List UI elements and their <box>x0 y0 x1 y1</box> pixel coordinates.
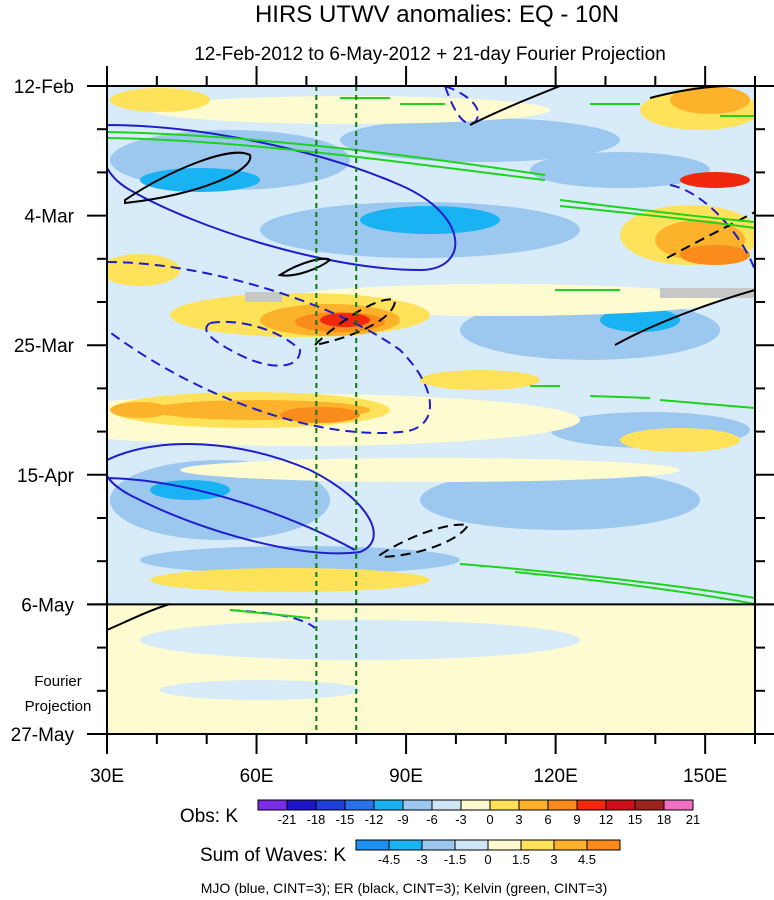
y-tick-label: 15-Apr <box>17 466 75 487</box>
colorbar-level-label: 15 <box>628 812 642 827</box>
colorbar-level-label: -12 <box>365 812 384 827</box>
y-tick-label: 27-May <box>11 725 75 746</box>
x-tick-label: 30E <box>90 766 124 787</box>
x-tick-label: 150E <box>683 766 727 787</box>
colorbar-level-label: -1.5 <box>444 852 466 867</box>
colorbar-level-label: 9 <box>573 812 580 827</box>
colorbar-swatch <box>518 799 549 811</box>
colorbar-swatch <box>634 799 665 811</box>
colorbar-level-label: -15 <box>336 812 355 827</box>
anomaly-field <box>107 86 755 734</box>
colorbar-level-label: 0 <box>486 812 493 827</box>
x-tick-label: 90E <box>389 766 423 787</box>
colorbar-swatch <box>431 799 462 811</box>
wave-legend-note: MJO (blue, CINT=3); ER (black, CINT=3); … <box>201 880 608 896</box>
y-tick-label: 25-Mar <box>14 336 75 357</box>
colorbar-swatch <box>388 839 423 851</box>
chart-subtitle: 12-Feb-2012 to 6-May-2012 + 21-day Fouri… <box>194 44 666 65</box>
colorbar-swatch <box>663 799 694 811</box>
x-tick-label: 60E <box>240 766 274 787</box>
colorbar-level-label: 6 <box>544 812 551 827</box>
reference-lines <box>315 86 358 734</box>
colorbar-swatch <box>355 839 390 851</box>
colorbar-level-label: 0 <box>484 852 491 867</box>
colorbar-swatch <box>286 799 317 811</box>
colorbar-swatch <box>489 799 520 811</box>
y-tick-label: 6-May <box>21 595 74 616</box>
x-axis: 30E 60E 90E 120E 150E <box>90 66 756 787</box>
x-tick-label: 120E <box>533 766 577 787</box>
colorbar-level-label: -3 <box>416 852 428 867</box>
colorbar-level-label: 12 <box>599 812 613 827</box>
colorbar-swatch <box>257 799 288 811</box>
colorbar-level-label: 4.5 <box>578 852 596 867</box>
colorbar-level-label: 3 <box>515 812 522 827</box>
colorbar-swatch <box>520 839 555 851</box>
projection-label-line1: Fourier <box>34 673 82 690</box>
colorbar-level-label: -4.5 <box>378 852 400 867</box>
colorbar-swatch <box>344 799 375 811</box>
colorbar-swatch <box>487 839 522 851</box>
waves-colorbar-label: Sum of Waves: K <box>200 845 346 866</box>
y-tick-label: 4-Mar <box>24 207 74 228</box>
colorbar-level-label: -9 <box>397 812 409 827</box>
projection-label-line2: Projection <box>25 698 92 715</box>
colorbar-swatch <box>576 799 607 811</box>
obs-colorbar-label: Obs: K <box>180 806 238 827</box>
colorbar-swatch <box>547 799 578 811</box>
y-tick-label: 12-Feb <box>14 77 74 98</box>
colorbar-level-label: -18 <box>307 812 326 827</box>
colorbar-swatch <box>373 799 404 811</box>
colorbar-level-label: -3 <box>455 812 467 827</box>
colorbar-swatch <box>402 799 433 811</box>
colorbar-level-label: 21 <box>686 812 700 827</box>
wave-contours <box>107 86 755 631</box>
colorbar-swatch <box>586 839 621 851</box>
colorbar-swatch <box>315 799 346 811</box>
waves-colorbar: -4.5 -3 -1.5 0 1.5 3 4.5 <box>355 839 621 867</box>
colorbar-swatch <box>454 839 489 851</box>
obs-colorbar: -21 -18 -15 -12 -9 -6 -3 0 3 6 9 12 15 18 21 <box>257 799 700 827</box>
y-axis: 12-Feb 4-Mar 25-Mar 15-Apr 6-May 27-May <box>11 77 774 746</box>
colorbar-level-label: -6 <box>426 812 438 827</box>
colorbar-swatch <box>605 799 636 811</box>
colorbar-swatch <box>421 839 456 851</box>
colorbar-level-label: 18 <box>657 812 671 827</box>
plot-frame <box>106 85 756 735</box>
colorbar-level-label: 1.5 <box>512 852 530 867</box>
colorbar-level-label: -21 <box>278 812 297 827</box>
chart-title: HIRS UTWV anomalies: EQ - 10N <box>255 1 619 28</box>
colorbar-swatch <box>553 839 588 851</box>
colorbar-swatch <box>460 799 491 811</box>
colorbar-level-label: 3 <box>550 852 557 867</box>
